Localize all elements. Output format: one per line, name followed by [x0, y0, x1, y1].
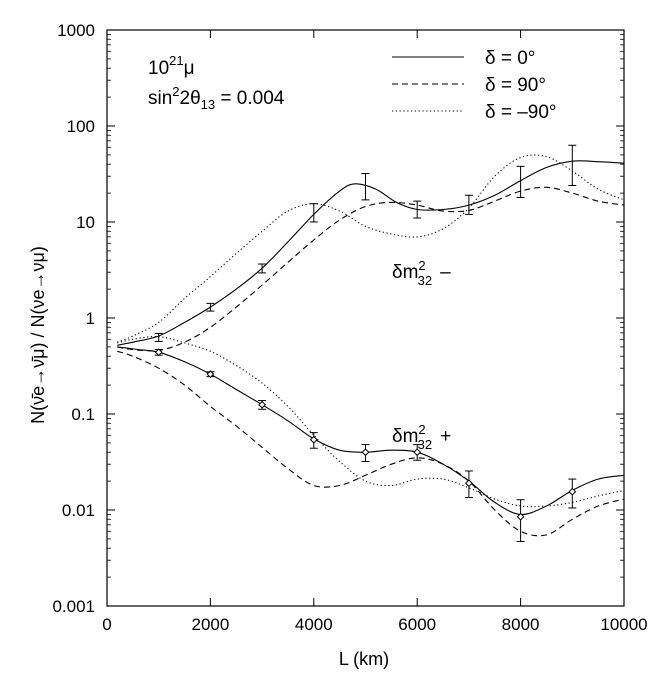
series-line-0-solid	[117, 160, 625, 346]
data-point-diamond	[258, 400, 267, 409]
y-tick-label-0: 0.001	[52, 597, 95, 616]
y-tick-label-4: 10	[76, 213, 95, 232]
ticks-layer: 0 2000 4000 6000 8000 10000 0.001 0.01 0.1 1 10 100…	[52, 21, 647, 634]
legend: δ = 0° δ = 90° δ = –90°	[392, 48, 557, 123]
error-bar-m-32-data-9000	[568, 478, 577, 509]
error-bar-m-32-data-1000	[154, 332, 163, 342]
x-tick-label-10000: 10000	[600, 615, 647, 634]
error-bar-m-32-data-5000	[361, 173, 370, 201]
data-point-diamond	[516, 512, 525, 521]
series-line-3-solid	[117, 346, 625, 515]
data-point-diamond	[206, 370, 215, 379]
x-tick-label-6000: 6000	[398, 615, 436, 634]
data-point-diamond	[361, 448, 370, 457]
x-tick-label-8000: 8000	[502, 615, 540, 634]
legend-label-dashed: δ = 90°	[485, 75, 546, 96]
legend-label-solid: δ = 0°	[485, 48, 535, 69]
error-bar-m-32-data-3000	[258, 263, 267, 274]
x-tick-label-2000: 2000	[191, 615, 229, 634]
error-bar-m-32-data-9000	[568, 144, 577, 186]
x-tick-label-4000: 4000	[295, 615, 333, 634]
error-bar-m-32-data-2000	[206, 370, 215, 379]
y-tick-label-6: 1000	[57, 21, 95, 40]
error-bar-m-32-data-5000	[361, 444, 370, 463]
dm32-minus-label: δm2 32–	[392, 258, 451, 288]
curves-layer	[117, 154, 625, 537]
error-bars-layer	[154, 144, 577, 542]
muons-base: 10	[148, 58, 169, 79]
error-bar-m-32-data-6000	[413, 444, 422, 461]
error-bar-m-32-data-7000	[464, 194, 473, 215]
y-tick-label-1: 0.01	[62, 501, 95, 520]
muons-unit: μ	[184, 58, 195, 79]
dm32-plus-label: δm2 32 +	[392, 422, 451, 452]
data-point-diamond	[464, 479, 473, 488]
series-line-1-dashed	[117, 186, 625, 352]
y-tick-label-3: 1	[86, 309, 95, 328]
error-bar-m-32-data-6000	[413, 200, 422, 219]
theta13-annotation: sin22θ13 = 0.004	[148, 84, 285, 112]
error-bar-m-32-data-8000	[516, 165, 525, 198]
error-bar-m-32-data-4000	[309, 203, 318, 223]
data-point-diamond	[413, 448, 422, 457]
error-bar-m-32-data-3000	[258, 400, 267, 410]
error-bar-m-32-data-2000	[206, 302, 215, 312]
error-bar-m-32-data-7000	[464, 470, 473, 498]
series-line-2-dotted	[117, 154, 625, 343]
error-bar-m-32-data-8000	[516, 499, 525, 542]
muons-exponent: 21	[169, 53, 183, 68]
data-point-diamond	[309, 435, 318, 444]
data-point-diamond	[154, 348, 163, 357]
y-tick-label-2: 0.1	[71, 405, 95, 424]
legend-label-dotted: δ = –90°	[485, 102, 557, 123]
series-line-4-dashed	[117, 350, 625, 537]
data-point-diamond	[568, 487, 577, 496]
x-axis-label: L (km)	[339, 649, 389, 669]
y-axis-label: N(ν̄e→ν̄μ) / N(νe→νμ)	[28, 246, 48, 424]
muons-annotation: 1021μ	[148, 53, 195, 79]
y-tick-label-5: 100	[67, 117, 95, 136]
x-tick-label-0: 0	[102, 615, 111, 634]
error-bar-m-32-data-4000	[309, 432, 318, 449]
series-line-5-dotted	[117, 335, 625, 508]
error-bar-m-32-data-1000	[154, 348, 163, 357]
